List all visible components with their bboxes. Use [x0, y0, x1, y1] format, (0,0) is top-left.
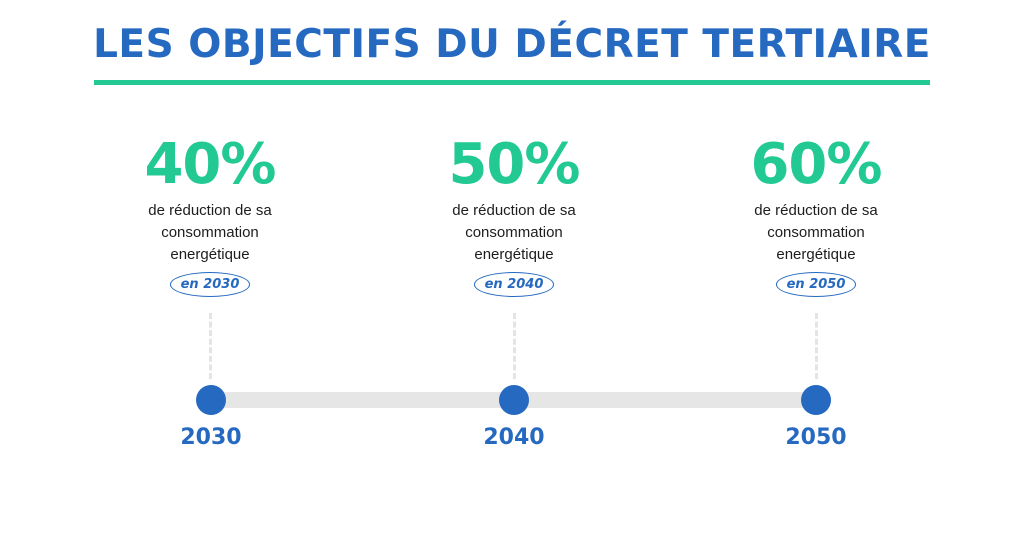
year-pill: en 2040 — [473, 272, 555, 297]
description-line: energétique — [170, 246, 250, 263]
timeline-node — [801, 385, 831, 415]
milestone-2040: 50% de réduction de sa consommation ener… — [384, 132, 644, 297]
timeline-year-label: 2040 — [483, 425, 545, 450]
description-line: energétique — [776, 246, 856, 263]
year-pill: en 2030 — [169, 272, 251, 297]
year-pill: en 2050 — [775, 272, 857, 297]
milestone-percent: 60% — [750, 132, 882, 197]
description-line: de réduction de sa — [452, 202, 576, 219]
description-line: energétique — [474, 246, 554, 263]
milestone-description: de réduction de sa consommation energéti… — [686, 200, 946, 266]
description-line: consommation — [161, 224, 259, 241]
title-underline — [94, 80, 930, 85]
timeline-year-label: 2030 — [180, 425, 242, 450]
dashed-connector — [815, 313, 818, 379]
dashed-connector — [513, 313, 516, 379]
timeline-year-label: 2050 — [785, 425, 847, 450]
description-line: de réduction de sa — [754, 202, 878, 219]
milestone-percent: 50% — [448, 132, 580, 197]
milestone-percent: 40% — [144, 132, 276, 197]
description-line: consommation — [465, 224, 563, 241]
milestone-2050: 60% de réduction de sa consommation ener… — [686, 132, 946, 297]
milestone-2030: 40% de réduction de sa consommation ener… — [80, 132, 340, 297]
description-line: consommation — [767, 224, 865, 241]
timeline-node — [196, 385, 226, 415]
page-title: LES OBJECTIFS DU DÉCRET TERTIAIRE — [93, 22, 931, 67]
timeline-node — [499, 385, 529, 415]
milestone-description: de réduction de sa consommation energéti… — [80, 200, 340, 266]
dashed-connector — [209, 313, 212, 379]
description-line: de réduction de sa — [148, 202, 272, 219]
milestone-description: de réduction de sa consommation energéti… — [384, 200, 644, 266]
